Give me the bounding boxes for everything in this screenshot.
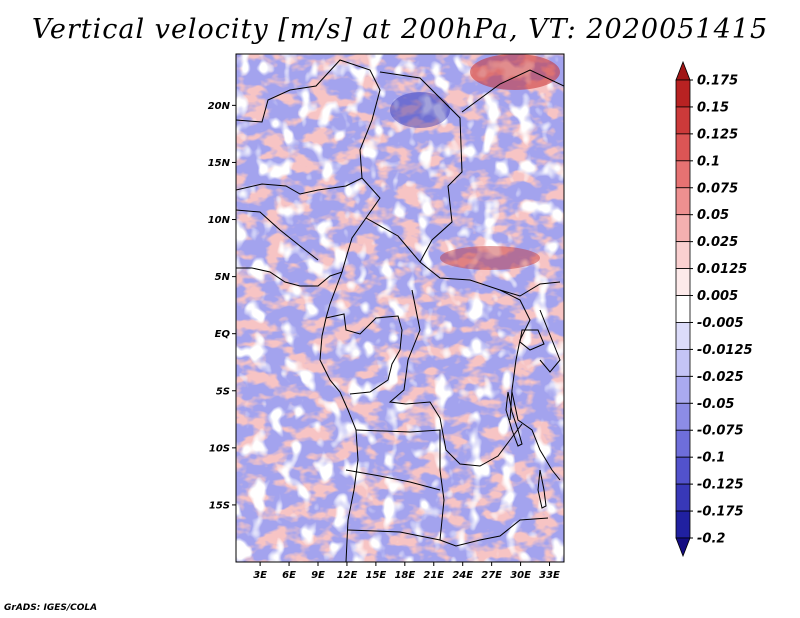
lon-tick-label: 6E — [282, 570, 296, 581]
lat-tick-label: 10S — [209, 443, 230, 454]
colorbar-label: 0.175 — [697, 74, 738, 89]
colorbar-label: -0.125 — [697, 478, 744, 493]
lon-tick-label: 33E — [539, 570, 560, 581]
colorbar-label: -0.0125 — [697, 343, 753, 358]
colorbar-segment — [676, 242, 690, 269]
lat-tick-label: 10N — [208, 215, 231, 226]
colorbar-label: -0.005 — [697, 316, 744, 331]
lat-tick-label: 5S — [216, 386, 230, 397]
colorbar-segment — [676, 457, 690, 484]
updraft-patch-ne — [470, 54, 560, 90]
colorbar-label: -0.05 — [697, 397, 734, 412]
lon-tick-label: 9E — [311, 570, 325, 581]
updraft-patch-center — [440, 246, 540, 270]
velocity-field — [236, 54, 564, 562]
colorbar-segment — [676, 80, 690, 107]
colorbar-segment — [676, 188, 690, 215]
lon-tick-label: 18E — [394, 570, 415, 581]
colorbar-label: 0.005 — [697, 289, 738, 304]
lat-tick-label: 15S — [209, 500, 230, 511]
colorbar-label: 0.025 — [697, 235, 738, 250]
colorbar-label: 0.15 — [697, 100, 729, 115]
colorbar-segment — [676, 62, 690, 80]
colorbar-segment — [676, 430, 690, 457]
colorbar-segment — [676, 538, 690, 556]
lon-tick-label: 30E — [510, 570, 531, 581]
colorbar-label: -0.075 — [697, 424, 744, 439]
downdraft-patch-north — [390, 92, 450, 128]
colorbar-segment — [676, 107, 690, 134]
colorbar-label: -0.175 — [697, 505, 744, 520]
colorbar-segment — [676, 322, 690, 349]
lat-tick-label: EQ — [215, 329, 231, 340]
lon-tick-label: 12E — [337, 570, 358, 581]
lat-tick-label: 5N — [215, 272, 231, 283]
lon-tick-label: 24E — [452, 570, 473, 581]
colorbar-label: -0.2 — [697, 532, 725, 547]
colorbar-segment — [676, 403, 690, 430]
map-figure: 20N 15N 10N 5N EQ 5S 10S 15S 3E 6E 9E 12E 15E 18E 21E… — [0, 0, 800, 618]
colorbar-label: 0.0125 — [697, 262, 747, 277]
grads-credit: GrADS: IGES/COLA — [4, 603, 97, 613]
colorbar-segment — [676, 484, 690, 511]
colorbar-segment — [676, 511, 690, 538]
colorbar-segment — [676, 215, 690, 242]
colorbar-label: 0.1 — [697, 154, 720, 169]
colorbar-label: -0.1 — [697, 451, 725, 466]
lon-tick-label: 27E — [481, 570, 502, 581]
velocity-noise — [236, 54, 564, 562]
colorbar-segment — [676, 296, 690, 323]
lon-tick-label: 21E — [423, 570, 444, 581]
colorbar-segment — [676, 161, 690, 188]
lat-tick-label: 20N — [208, 101, 231, 112]
colorbar-segment — [676, 376, 690, 403]
colorbar-label: -0.025 — [697, 370, 744, 385]
colorbar-segment — [676, 349, 690, 376]
colorbar-segment — [676, 134, 690, 161]
colorbar-label: 0.05 — [697, 208, 729, 223]
colorbar-label: 0.075 — [697, 181, 738, 196]
colorbar-segment — [676, 269, 690, 296]
lon-tick-label: 15E — [366, 570, 387, 581]
lon-tick-label: 3E — [253, 570, 267, 581]
longitude-ticks: 3E 6E 9E 12E 15E 18E 21E 24E 27E 30E 33E — [253, 562, 560, 581]
latitude-ticks: 20N 15N 10N 5N EQ 5S 10S 15S — [208, 101, 236, 512]
lat-tick-label: 15N — [208, 158, 231, 169]
colorbar: 0.175 0.15 0.125 0.1 0.075 0.05 0.025 0.0125 0.0… — [676, 62, 753, 556]
colorbar-label: 0.125 — [697, 127, 738, 142]
